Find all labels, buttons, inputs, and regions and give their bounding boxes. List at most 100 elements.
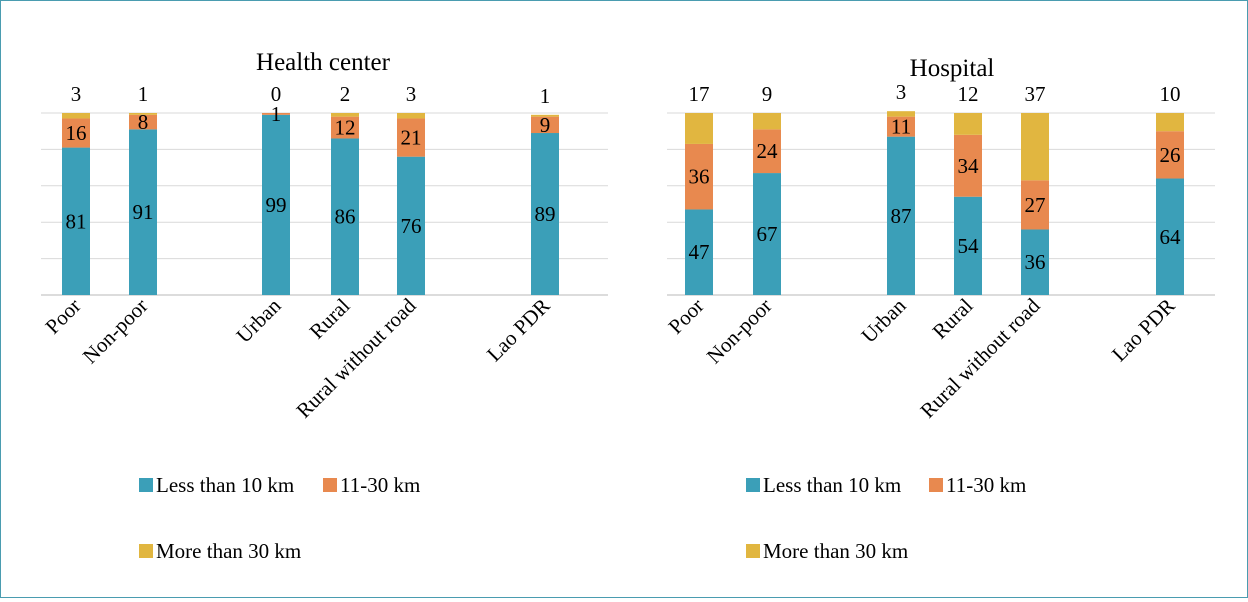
bar-rural-without-road-more-than-30-km (1021, 113, 1049, 181)
legend-swatch-11-30 (929, 478, 943, 492)
data-label-lao-pdr-more-than-30-km: 10 (1160, 82, 1181, 106)
bar-urban-11-30-km (887, 116, 915, 137)
bar-urban-more-than-30-km (887, 111, 915, 117)
bar-non-poor-11-30-km (753, 129, 781, 174)
legend-label-11-30: 11-30 km (946, 473, 1026, 497)
bar-poor-less-than-10-km (62, 147, 90, 295)
category-label-poor: Poor (41, 294, 86, 339)
data-label-urban-more-than-30-km: 3 (896, 80, 907, 104)
data-label-poor-11-30-km: 16 (66, 121, 87, 145)
bar-non-poor-less-than-10-km (753, 173, 781, 295)
category-label-urban: Urban (856, 293, 910, 347)
bar-non-poor-11-30-km (129, 114, 157, 130)
data-label-rural-without-road-more-than-30-km: 3 (406, 82, 417, 106)
bar-urban-11-30-km (262, 113, 290, 115)
data-label-lao-pdr-11-30-km: 9 (540, 113, 551, 137)
category-label-lao-pdr: Lao PDR (1107, 294, 1180, 367)
chart-title: Health center (256, 49, 391, 76)
legend-label-more-than-30: More than 30 km (763, 539, 908, 563)
legend-label-11-30: 11-30 km (340, 473, 420, 497)
bar-poor-more-than-30-km (62, 113, 90, 119)
category-label-rural-without-road: Rural without road (915, 293, 1044, 422)
legend-swatch-11-30 (323, 478, 337, 492)
bar-lao-pdr-less-than-10-km (1156, 178, 1184, 295)
data-label-lao-pdr-less-than-10-km: 64 (1160, 225, 1182, 249)
legend-swatch-more-than-30 (746, 544, 760, 558)
bar-rural-more-than-30-km (954, 113, 982, 135)
legend-label-less-than-10: Less than 10 km (156, 473, 294, 497)
data-label-rural-less-than-10-km: 54 (958, 234, 980, 258)
data-label-lao-pdr-11-30-km: 26 (1160, 143, 1181, 167)
data-label-rural-11-30-km: 34 (958, 154, 980, 178)
health-center-chart: Health center 81163918199108612276213899… (41, 49, 608, 563)
bar-rural-less-than-10-km (954, 196, 982, 295)
bar-non-poor-more-than-30-km (129, 113, 157, 115)
category-label-rural-without-road: Rural without road (291, 293, 420, 422)
bar-rural-more-than-30-km (331, 113, 359, 117)
bar-lao-pdr-more-than-30-km (1156, 113, 1184, 132)
data-label-urban-11-30-km: 1 (271, 102, 282, 126)
bar-rural-without-road-more-than-30-km (397, 113, 425, 119)
bar-rural-without-road-less-than-10-km (1021, 229, 1049, 295)
data-label-poor-11-30-km: 36 (689, 165, 710, 189)
data-label-non-poor-11-30-km: 8 (138, 110, 149, 134)
bar-lao-pdr-11-30-km (1156, 131, 1184, 179)
data-label-non-poor-more-than-30-km: 9 (762, 82, 773, 106)
bar-poor-11-30-km (685, 143, 713, 210)
data-label-rural-without-road-less-than-10-km: 76 (401, 214, 422, 238)
bar-rural-without-road-11-30-km (1021, 180, 1049, 230)
data-label-rural-without-road-11-30-km: 27 (1025, 193, 1046, 217)
bar-non-poor-less-than-10-km (129, 129, 157, 295)
chart-title: Hospital (910, 55, 995, 82)
data-label-urban-more-than-30-km: 0 (271, 82, 282, 106)
data-label-rural-without-road-less-than-10-km: 36 (1025, 250, 1046, 274)
data-label-rural-11-30-km: 12 (335, 116, 356, 140)
legend-swatch-more-than-30 (139, 544, 153, 558)
category-label-lao-pdr: Lao PDR (482, 294, 555, 367)
data-label-rural-more-than-30-km: 12 (958, 82, 979, 106)
data-label-lao-pdr-less-than-10-km: 89 (535, 202, 556, 226)
data-label-rural-without-road-more-than-30-km: 37 (1025, 82, 1046, 106)
data-label-poor-less-than-10-km: 81 (66, 209, 87, 233)
data-label-rural-more-than-30-km: 2 (340, 82, 351, 106)
legend: Less than 10 km 11-30 km More than 30 km (746, 473, 1026, 563)
category-label-poor: Poor (664, 294, 709, 339)
category-label-non-poor: Non-poor (702, 294, 777, 369)
category-label-urban: Urban (231, 293, 285, 347)
category-label-non-poor: Non-poor (78, 294, 153, 369)
data-label-non-poor-less-than-10-km: 67 (757, 222, 778, 246)
bar-non-poor-more-than-30-km (753, 113, 781, 130)
data-label-non-poor-more-than-30-km: 1 (138, 82, 149, 106)
legend-swatch-less-than-10 (139, 478, 153, 492)
legend: Less than 10 km 11-30 km More than 30 km (139, 473, 420, 563)
data-label-urban-less-than-10-km: 87 (891, 204, 912, 228)
data-label-poor-more-than-30-km: 3 (71, 82, 82, 106)
data-label-rural-less-than-10-km: 86 (335, 205, 356, 229)
bar-rural-less-than-10-km (331, 138, 359, 295)
bar-poor-11-30-km (62, 118, 90, 148)
bar-poor-more-than-30-km (685, 113, 713, 144)
data-label-non-poor-11-30-km: 24 (757, 139, 779, 163)
data-label-lao-pdr-more-than-30-km: 1 (540, 84, 551, 108)
bar-lao-pdr-11-30-km (531, 116, 559, 134)
bar-poor-less-than-10-km (685, 209, 713, 295)
legend-label-less-than-10: Less than 10 km (763, 473, 901, 497)
category-label-rural: Rural (928, 293, 978, 343)
bar-rural-without-road-11-30-km (397, 118, 425, 157)
hospital-chart: Hospital 47 36 17 67 24 9 87 11 3 54 34 12 36 27 37 64 2… (664, 55, 1215, 563)
legend-label-more-than-30: More than 30 km (156, 539, 301, 563)
data-label-urban-11-30-km: 11 (891, 115, 911, 139)
bar-rural-11-30-km (331, 116, 359, 139)
data-label-poor-more-than-30-km: 17 (689, 82, 710, 106)
data-label-rural-without-road-11-30-km: 21 (401, 126, 422, 150)
bar-lao-pdr-more-than-30-km (531, 114, 559, 117)
bar-urban-less-than-10-km (887, 136, 915, 295)
data-label-non-poor-less-than-10-km: 91 (133, 200, 154, 224)
bar-urban-less-than-10-km (262, 114, 290, 295)
bar-rural-11-30-km (954, 134, 982, 197)
bar-lao-pdr-less-than-10-km (531, 133, 559, 295)
category-label-rural: Rural (305, 293, 355, 343)
bar-rural-without-road-less-than-10-km (397, 156, 425, 295)
